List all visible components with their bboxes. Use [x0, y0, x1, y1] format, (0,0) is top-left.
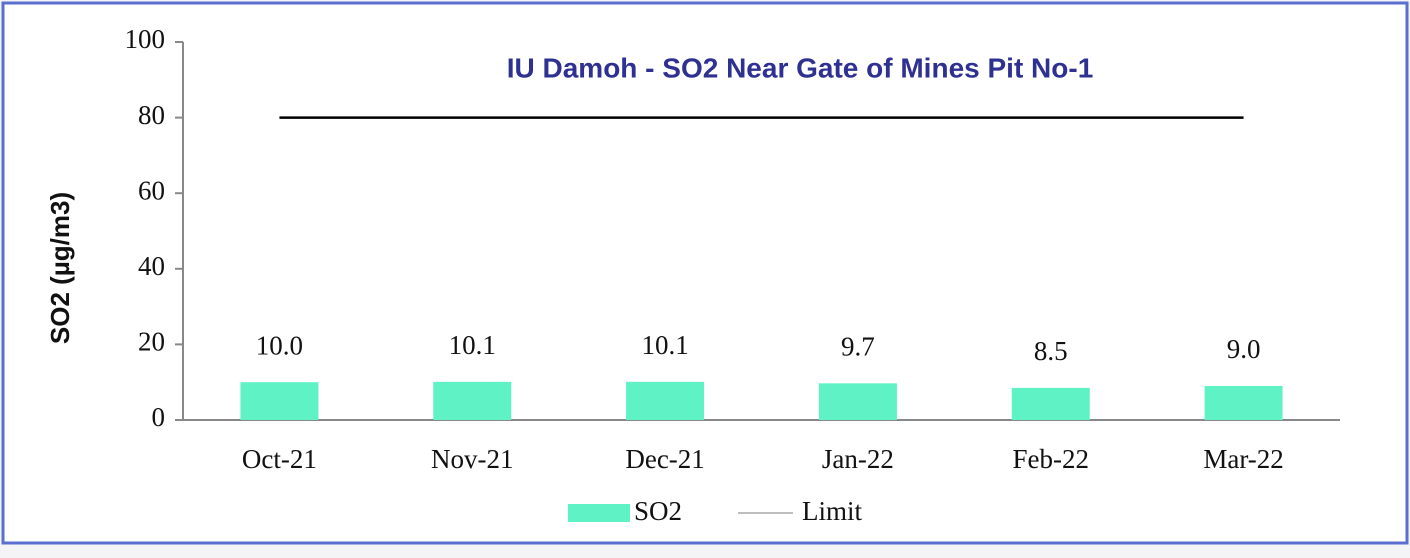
data-label: 8.5 [1034, 336, 1068, 366]
x-tick-label: Oct-21 [242, 444, 317, 474]
data-label: 9.0 [1227, 334, 1261, 364]
y-tick-label: 40 [138, 251, 165, 281]
bar [433, 381, 512, 420]
bar [818, 383, 897, 420]
x-tick-label: Feb-22 [1013, 444, 1090, 474]
x-tick-label: Dec-21 [625, 444, 704, 474]
x-tick-label: Jan-22 [822, 444, 894, 474]
legend-swatch [568, 504, 630, 522]
chart-title: IU Damoh - SO2 Near Gate of Mines Pit No… [507, 52, 1094, 83]
bar [626, 381, 705, 420]
y-tick-label: 20 [138, 327, 165, 357]
data-label: 10.1 [449, 330, 496, 360]
legend-label: SO2 [634, 496, 682, 526]
y-axis-label: SO2 (µg/m3) [45, 192, 75, 344]
bar [1204, 385, 1283, 420]
x-tick-label: Nov-21 [431, 444, 514, 474]
y-tick-label: 100 [125, 24, 166, 54]
data-label: 10.1 [641, 330, 688, 360]
bar [240, 382, 319, 420]
y-tick-label: 0 [152, 402, 166, 432]
y-tick-label: 80 [138, 100, 165, 130]
data-label: 10.0 [256, 330, 303, 360]
x-tick-label: Mar-22 [1203, 444, 1283, 474]
legend-label: Limit [802, 496, 862, 526]
y-tick-label: 60 [138, 175, 165, 205]
data-label: 9.7 [841, 332, 875, 362]
bar [1011, 387, 1090, 420]
frame [1, 1, 1409, 545]
